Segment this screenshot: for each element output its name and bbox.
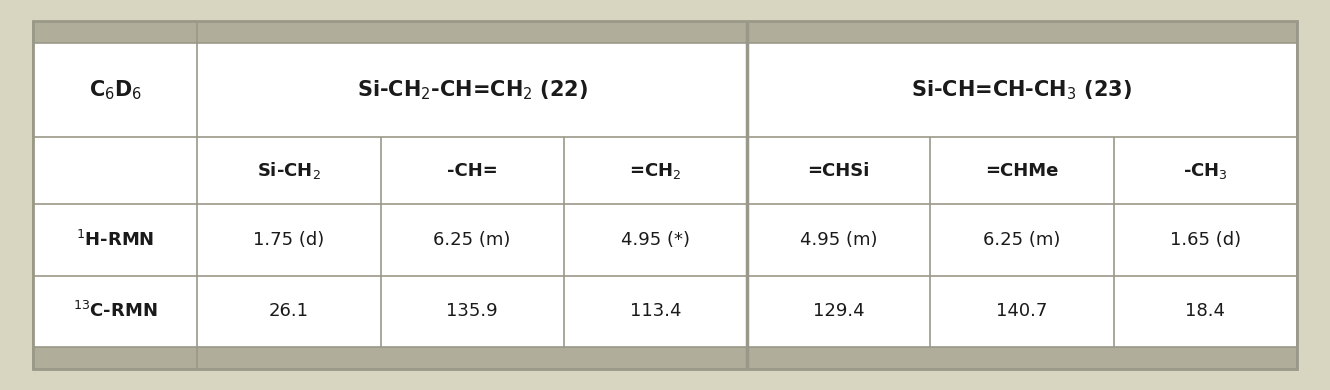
- Text: 129.4: 129.4: [813, 302, 864, 320]
- Text: 4.95 (m): 4.95 (m): [799, 231, 878, 249]
- Text: $^1$H-RMN: $^1$H-RMN: [76, 230, 154, 250]
- Text: 140.7: 140.7: [996, 302, 1048, 320]
- Text: Si-CH$_2$: Si-CH$_2$: [257, 160, 321, 181]
- Text: -CH$_3$: -CH$_3$: [1182, 161, 1228, 181]
- Text: $^{13}$C-RMN: $^{13}$C-RMN: [73, 301, 157, 321]
- FancyBboxPatch shape: [33, 347, 1297, 369]
- Text: 6.25 (m): 6.25 (m): [983, 231, 1060, 249]
- Text: 6.25 (m): 6.25 (m): [434, 231, 511, 249]
- Text: =CH$_2$: =CH$_2$: [629, 161, 681, 181]
- Text: 1.75 (d): 1.75 (d): [253, 231, 325, 249]
- FancyBboxPatch shape: [33, 21, 1297, 43]
- Text: C$_6$D$_6$: C$_6$D$_6$: [89, 78, 142, 102]
- Text: =CHSi: =CHSi: [807, 162, 870, 180]
- Text: 113.4: 113.4: [629, 302, 681, 320]
- Text: 26.1: 26.1: [269, 302, 309, 320]
- Text: =CHMe: =CHMe: [986, 162, 1059, 180]
- Text: Si-CH$_2$-CH=CH$_2$ (22): Si-CH$_2$-CH=CH$_2$ (22): [356, 78, 588, 102]
- Text: 18.4: 18.4: [1185, 302, 1225, 320]
- Text: 1.65 (d): 1.65 (d): [1169, 231, 1241, 249]
- Text: Si-CH=CH-CH$_3$ (23): Si-CH=CH-CH$_3$ (23): [911, 78, 1132, 102]
- Text: -CH=: -CH=: [447, 162, 497, 180]
- FancyBboxPatch shape: [33, 43, 1297, 347]
- Text: 4.95 (*): 4.95 (*): [621, 231, 690, 249]
- Text: 135.9: 135.9: [447, 302, 497, 320]
